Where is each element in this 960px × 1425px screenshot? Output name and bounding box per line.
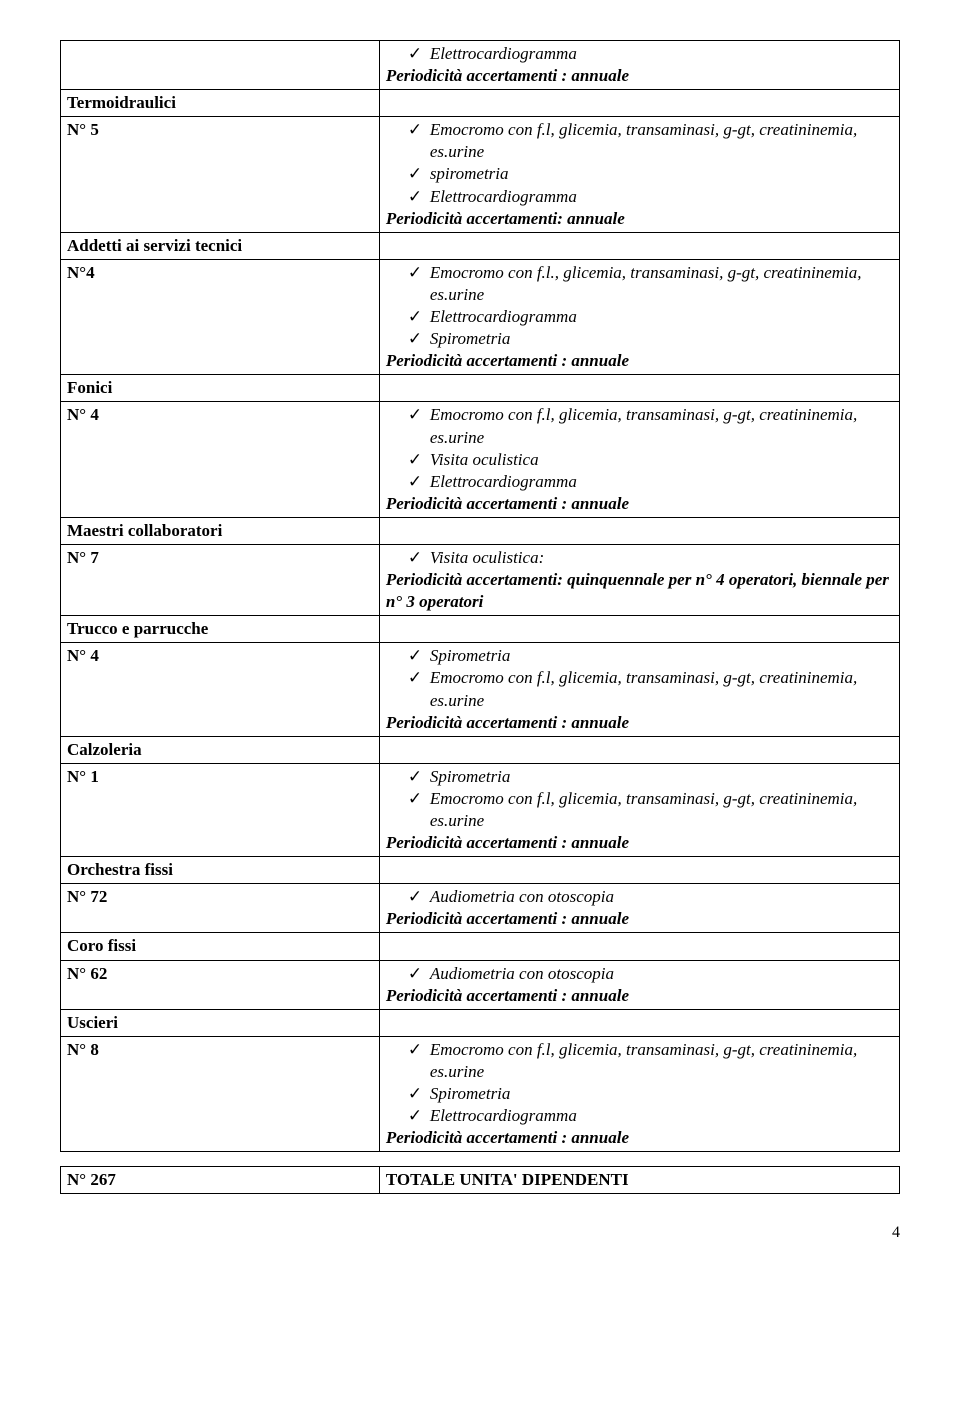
table-row: N°4 Emocromo con f.l., glicemia, transami…	[61, 259, 900, 374]
check-item: Elettrocardiogramma	[408, 43, 893, 65]
check-item: Emocromo con f.l., glicemia, transaminas…	[408, 262, 893, 306]
check-item: Spirometria	[408, 766, 893, 788]
check-item: Audiometria con otoscopia	[408, 886, 893, 908]
periodicity-line: Periodicità accertamenti : annuale	[386, 712, 893, 734]
row-details	[379, 90, 899, 117]
row-details	[379, 232, 899, 259]
check-item: Spirometria	[408, 1083, 893, 1105]
table-row: N° 8 Emocromo con f.l, glicemia, transami…	[61, 1036, 900, 1151]
row-details: ElettrocardiogrammaPeriodicità accertame…	[379, 41, 899, 90]
table-row: Calzoleria	[61, 736, 900, 763]
summary-right: TOTALE UNITA' DIPENDENTI	[379, 1167, 899, 1194]
table-row: N° 62Audiometria con otoscopiaPeriodicit…	[61, 960, 900, 1009]
table-row: Coro fissi	[61, 933, 900, 960]
row-category	[61, 41, 380, 90]
row-details: SpirometriaEmocromo con f.l, glicemia, t…	[379, 643, 899, 736]
periodicity-line: Periodicità accertamenti : annuale	[386, 493, 893, 515]
table-row: N° 1SpirometriaEmocromo con f.l, glicemi…	[61, 763, 900, 856]
main-table: ElettrocardiogrammaPeriodicità accertame…	[60, 40, 900, 1152]
table-row: Termoidraulici	[61, 90, 900, 117]
row-category: N° 72	[61, 884, 380, 933]
row-category: N° 8	[61, 1036, 380, 1151]
table-row: Addetti ai servizi tecnici	[61, 232, 900, 259]
table-row: Uscieri	[61, 1009, 900, 1036]
row-category: N° 7	[61, 544, 380, 615]
row-details: Emocromo con f.l, glicemia, transaminasi…	[379, 1036, 899, 1151]
table-row: Trucco e parrucche	[61, 616, 900, 643]
row-details	[379, 736, 899, 763]
check-item: Emocromo con f.l, glicemia, transaminasi…	[408, 1039, 893, 1083]
check-item: Emocromo con f.l, glicemia, transaminasi…	[408, 788, 893, 832]
periodicity-line: Periodicità accertamenti : annuale	[386, 350, 893, 372]
row-details: Emocromo con f.l., glicemia, transaminas…	[379, 259, 899, 374]
row-details	[379, 857, 899, 884]
periodicity-line: Periodicità accertamenti : annuale	[386, 908, 893, 930]
row-category: N° 1	[61, 763, 380, 856]
periodicity-line: Periodicità accertamenti : annuale	[386, 832, 893, 854]
row-details: SpirometriaEmocromo con f.l, glicemia, t…	[379, 763, 899, 856]
summary-left: N° 267	[61, 1167, 380, 1194]
row-category: N° 4	[61, 643, 380, 736]
check-item: Spirometria	[408, 645, 893, 667]
row-details: Emocromo con f.l, glicemia, transaminasi…	[379, 117, 899, 232]
row-category: N° 62	[61, 960, 380, 1009]
check-item: Audiometria con otoscopia	[408, 963, 893, 985]
page-number: 4	[60, 1224, 900, 1242]
row-category: Maestri collaboratori	[61, 517, 380, 544]
row-category: Coro fissi	[61, 933, 380, 960]
summary-table: N° 267 TOTALE UNITA' DIPENDENTI	[60, 1166, 900, 1194]
row-category: Orchestra fissi	[61, 857, 380, 884]
periodicity-line: Periodicità accertamenti : annuale	[386, 65, 893, 87]
check-item: Emocromo con f.l, glicemia, transaminasi…	[408, 119, 893, 163]
check-item: Elettrocardiogramma	[408, 1105, 893, 1127]
table-row: N° 72Audiometria con otoscopiaPeriodicit…	[61, 884, 900, 933]
table-row: Maestri collaboratori	[61, 517, 900, 544]
table-row: ElettrocardiogrammaPeriodicità accertame…	[61, 41, 900, 90]
row-category: N° 4	[61, 402, 380, 517]
table-row: N° 4SpirometriaEmocromo con f.l, glicemi…	[61, 643, 900, 736]
check-item: Elettrocardiogramma	[408, 471, 893, 493]
periodicity-line: Periodicità accertamenti : annuale	[386, 985, 893, 1007]
check-item: Visita oculistica	[408, 449, 893, 471]
row-category: N°4	[61, 259, 380, 374]
check-item: Elettrocardiogramma	[408, 186, 893, 208]
row-category: Uscieri	[61, 1009, 380, 1036]
check-item: Elettrocardiogramma	[408, 306, 893, 328]
check-item: Emocromo con f.l, glicemia, transaminasi…	[408, 667, 893, 711]
row-category: Calzoleria	[61, 736, 380, 763]
row-category: N° 5	[61, 117, 380, 232]
row-category: Fonici	[61, 375, 380, 402]
table-row: Fonici	[61, 375, 900, 402]
row-details: Emocromo con f.l, glicemia, transaminasi…	[379, 402, 899, 517]
table-row: N° 5 Emocromo con f.l, glicemia, transami…	[61, 117, 900, 232]
periodicity-line: Periodicità accertamenti: annuale	[386, 208, 893, 230]
table-row: N° 4 Emocromo con f.l, glicemia, transami…	[61, 402, 900, 517]
row-details: Audiometria con otoscopiaPeriodicità acc…	[379, 884, 899, 933]
summary-row: N° 267 TOTALE UNITA' DIPENDENTI	[61, 1167, 900, 1194]
check-item: Spirometria	[408, 328, 893, 350]
row-category: Addetti ai servizi tecnici	[61, 232, 380, 259]
row-details	[379, 616, 899, 643]
row-details: Audiometria con otoscopiaPeriodicità acc…	[379, 960, 899, 1009]
row-details	[379, 933, 899, 960]
row-details	[379, 517, 899, 544]
table-row: Orchestra fissi	[61, 857, 900, 884]
row-category: Termoidraulici	[61, 90, 380, 117]
row-details	[379, 375, 899, 402]
check-item: Visita oculistica:	[408, 547, 893, 569]
check-item: spirometria	[408, 163, 893, 185]
row-category: Trucco e parrucche	[61, 616, 380, 643]
periodicity-line: Periodicità accertamenti : annuale	[386, 1127, 893, 1149]
row-details: Visita oculistica:Periodicità accertamen…	[379, 544, 899, 615]
table-row: N° 7Visita oculistica:Periodicità accert…	[61, 544, 900, 615]
periodicity-line: Periodicità accertamenti: quinquennale p…	[386, 569, 893, 613]
check-item: Emocromo con f.l, glicemia, transaminasi…	[408, 404, 893, 448]
row-details	[379, 1009, 899, 1036]
